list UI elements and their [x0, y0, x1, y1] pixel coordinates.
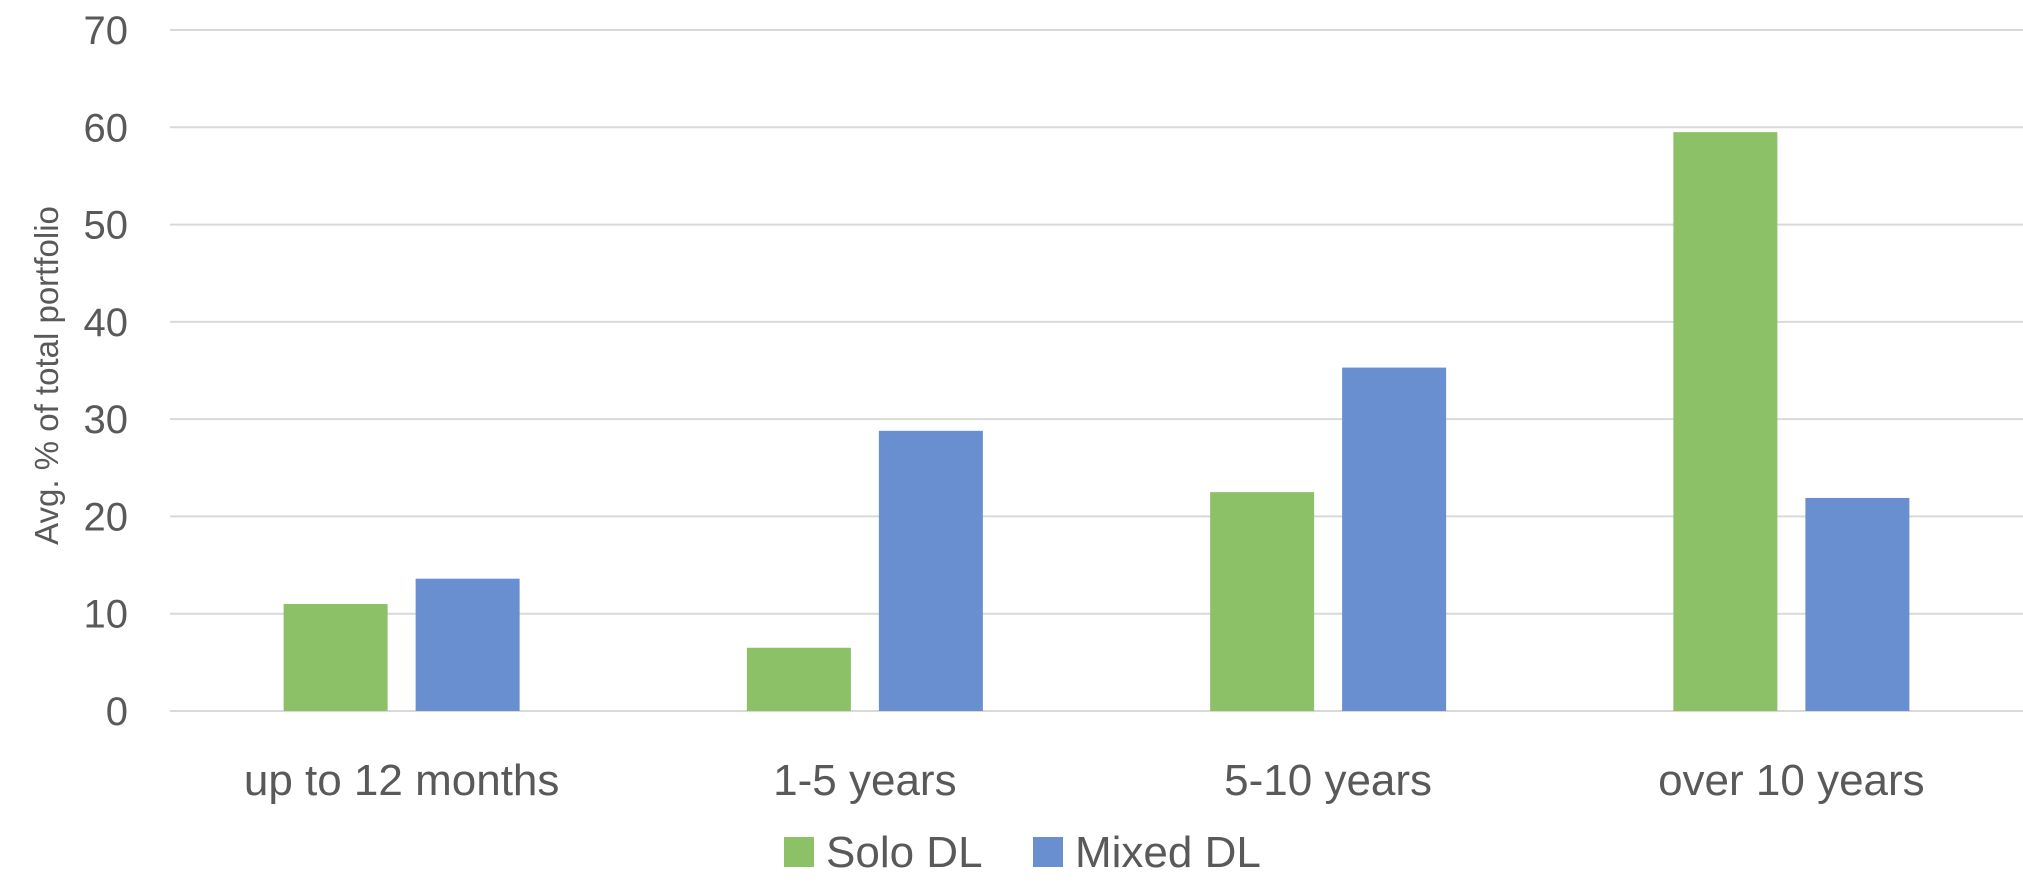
y-tick-label: 40: [84, 301, 129, 345]
y-axis-title: Avg. % of total portfolio: [28, 206, 65, 545]
y-tick-label: 70: [84, 9, 129, 53]
bar-solo-dl: [283, 603, 388, 711]
x-category-label: up to 12 months: [244, 756, 560, 805]
bar-mixed-dl: [1342, 367, 1447, 711]
bar-solo-dl: [1673, 132, 1778, 711]
y-tick-label: 0: [106, 690, 128, 734]
legend-label: Mixed DL: [1075, 828, 1261, 877]
legend-swatch-mixed-dl: [1033, 837, 1063, 867]
legend-label: Solo DL: [826, 828, 983, 877]
bar-mixed-dl: [415, 578, 520, 711]
legend-swatch-solo-dl: [784, 837, 814, 867]
y-tick-label: 60: [84, 106, 129, 150]
bar-mixed-dl: [1805, 497, 1910, 711]
y-axis-ticks: 0 10 20 30 40 50 60 70: [84, 9, 129, 734]
bars: [283, 132, 1910, 711]
y-tick-label: 20: [84, 495, 129, 539]
x-category-label: over 10 years: [1658, 756, 1925, 805]
legend: Solo DL Mixed DL: [784, 828, 1261, 877]
x-axis-categories: up to 12 months 1-5 years 5-10 years over 1…: [244, 756, 1925, 805]
bar-mixed-dl: [878, 430, 983, 711]
x-category-label: 1-5 years: [773, 756, 956, 805]
y-tick-label: 10: [84, 593, 129, 637]
bar-solo-dl: [746, 647, 851, 711]
x-category-label: 5-10 years: [1224, 756, 1432, 805]
bar-solo-dl: [1210, 492, 1315, 711]
y-tick-label: 30: [84, 398, 129, 442]
y-tick-label: 50: [84, 204, 129, 248]
